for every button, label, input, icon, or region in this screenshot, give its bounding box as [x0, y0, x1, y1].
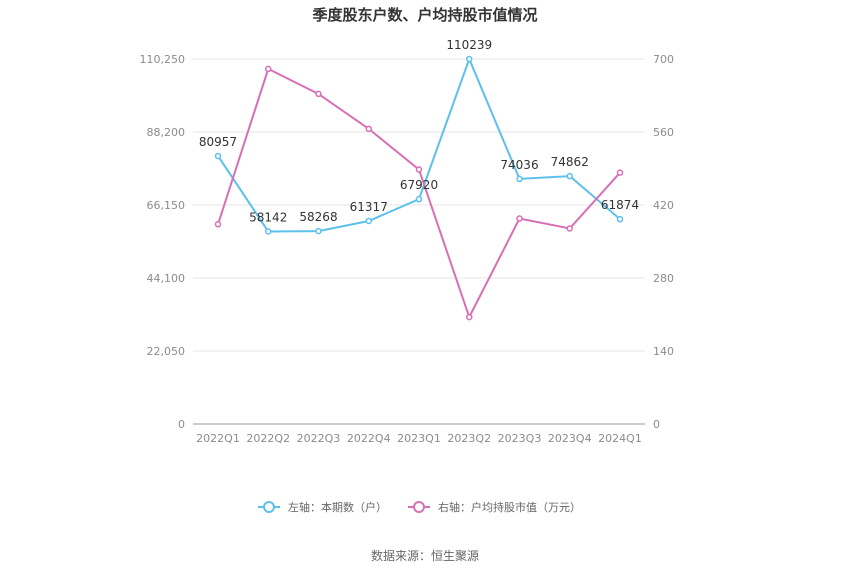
right-tick-label: 0 [653, 418, 660, 431]
legend[interactable]: 左轴：本期数（户） 右轴：户均持股市值（万元） [258, 500, 581, 514]
x-tick-label: 2023Q1 [397, 432, 441, 445]
x-tick-label: 2023Q3 [498, 432, 542, 445]
series-1-point [466, 55, 473, 63]
series-2-point [466, 313, 473, 321]
data-label: 61874 [601, 198, 639, 212]
series-2-point [415, 166, 423, 173]
x-tick-label: 2022Q4 [347, 432, 391, 445]
series-2-point [516, 215, 523, 222]
series-1-point [616, 215, 624, 223]
right-tick-label: 140 [653, 345, 674, 358]
series-2-point [214, 221, 222, 228]
right-tick-label: 700 [653, 53, 674, 66]
series-2-point [265, 65, 272, 73]
series-2-point [616, 169, 624, 176]
x-tick-label: 2022Q3 [297, 432, 341, 445]
x-tick-label: 2022Q2 [246, 432, 290, 445]
x-tick-label: 2022Q1 [196, 432, 240, 445]
series-1-point [365, 217, 372, 225]
chart-title: 季度股东户数、户均持股市值情况 [312, 6, 537, 24]
data-label: 58142 [249, 211, 287, 225]
series-group [214, 55, 624, 321]
right-tick-label: 420 [653, 199, 674, 212]
x-tick-label: 2023Q4 [548, 432, 592, 445]
x-axis-ticks: 2022Q1 2022Q2 2022Q3 2022Q4 2023Q1 2023Q2 2023… [196, 432, 642, 445]
legend-marker-1 [263, 501, 275, 513]
series-1-point [566, 172, 573, 180]
data-label: 58268 [299, 210, 337, 224]
right-axis-ticks: 0 140 280 420 560 700 [653, 53, 674, 431]
gridlines [193, 58, 645, 425]
series-line-2 [217, 67, 621, 320]
left-tick-label: 88,200 [147, 126, 186, 139]
series-1-point [315, 227, 322, 235]
data-labels: 80957 58142 58268 61317 67920 110239 74036 7486… [199, 38, 639, 224]
data-label: 74862 [551, 155, 589, 169]
legend-label-1: 左轴：本期数（户） [288, 500, 387, 514]
series-line-1 [217, 56, 621, 233]
data-label: 74036 [500, 158, 538, 172]
series-2-point [566, 225, 573, 232]
series-1-point [415, 195, 423, 203]
left-tick-label: 66,150 [147, 199, 186, 212]
right-tick-label: 280 [653, 272, 674, 285]
series-1-point [516, 175, 523, 183]
x-tick-label: 2024Q1 [598, 432, 642, 445]
legend-label-2: 右轴：户均持股市值（万元） [438, 500, 581, 514]
x-tick-label: 2023Q2 [447, 432, 491, 445]
series-1-point [214, 152, 222, 160]
series-2-point [315, 90, 322, 98]
left-tick-label: 44,100 [147, 272, 186, 285]
right-tick-label: 560 [653, 126, 674, 139]
left-tick-label: 110,250 [140, 53, 186, 66]
data-label: 80957 [199, 135, 237, 149]
data-label: 67920 [400, 178, 438, 192]
data-label: 61317 [350, 200, 388, 214]
left-tick-label: 0 [178, 418, 185, 431]
legend-marker-2 [413, 501, 425, 513]
left-axis-ticks: 0 22,050 44,100 66,150 88,200 110,250 [140, 53, 186, 431]
data-label: 110239 [446, 38, 492, 52]
source-note: 数据来源：恒生聚源 [371, 548, 479, 563]
series-2-point [365, 125, 372, 133]
series-1-point [265, 228, 272, 235]
left-tick-label: 22,050 [147, 345, 186, 358]
